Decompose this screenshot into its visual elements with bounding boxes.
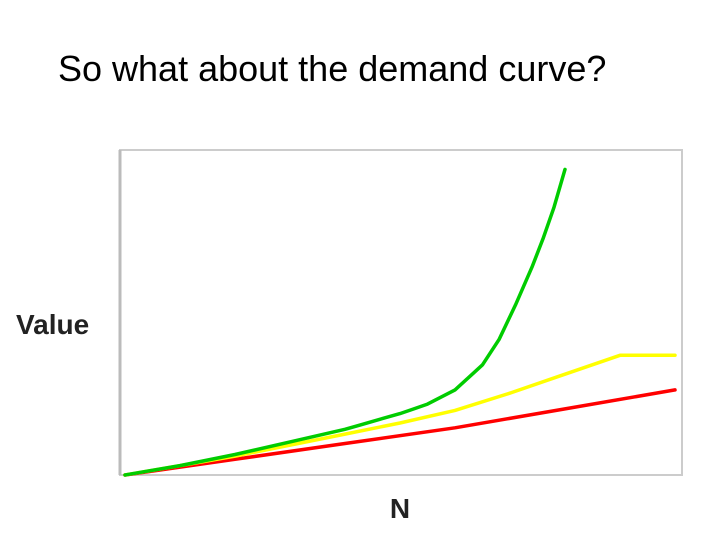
series-line-red (123, 388, 677, 477)
series-line-green (123, 167, 567, 477)
x-axis-label: N (390, 493, 410, 524)
slide-title: So what about the demand curve? (58, 48, 607, 89)
series-lines (123, 167, 677, 477)
y-axis-label: Value (16, 309, 89, 340)
chart-frame (119, 149, 683, 476)
